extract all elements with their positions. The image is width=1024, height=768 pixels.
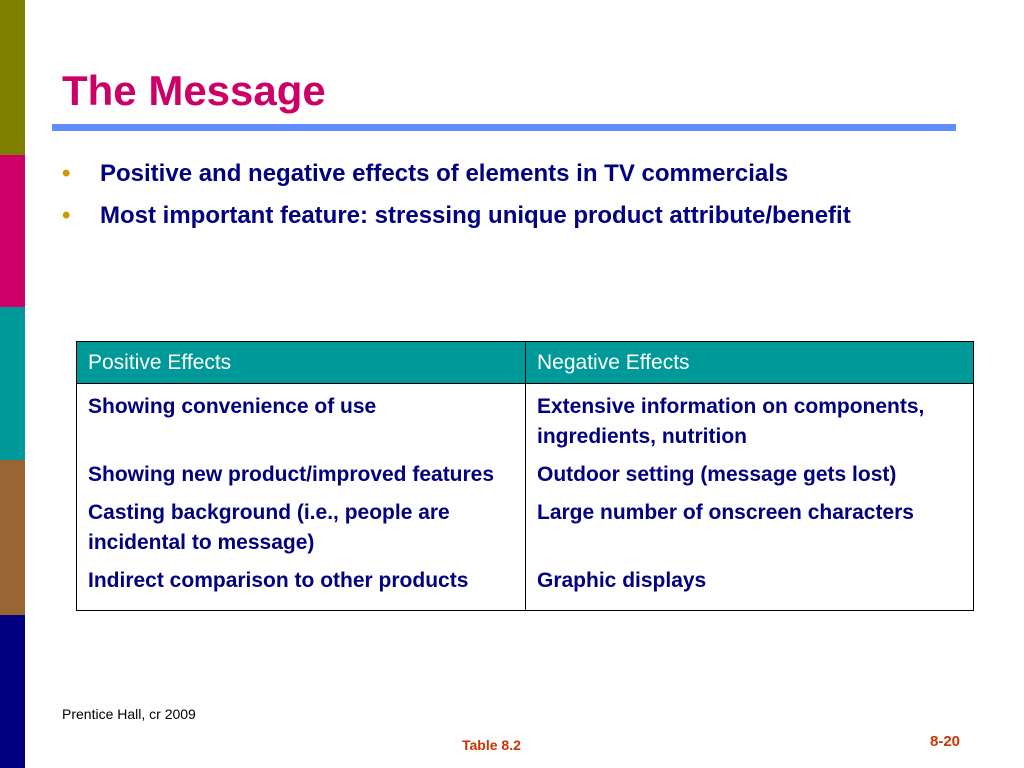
header-positive-effects: Positive Effects bbox=[76, 341, 526, 384]
footer-credit: Prentice Hall, cr 2009 bbox=[62, 706, 196, 722]
stripe-teal bbox=[0, 307, 25, 460]
bullet-icon: • bbox=[62, 202, 71, 229]
bullet-text: Most important feature: stressing unique… bbox=[100, 202, 851, 229]
slide-title: The Message bbox=[62, 67, 326, 114]
page-number: 8-20 bbox=[930, 733, 961, 750]
positive-effect-cell: Showing convenience of use bbox=[76, 383, 526, 452]
positive-effect-cell: Indirect comparison to other products bbox=[76, 558, 526, 611]
table-row: Showing new product/improved features Ou… bbox=[76, 452, 974, 490]
bullet-item: • Most important feature: stressing uniq… bbox=[62, 200, 962, 231]
bullet-list: • Positive and negative effects of eleme… bbox=[62, 158, 962, 242]
negative-effect-cell: Outdoor setting (message gets lost) bbox=[525, 452, 974, 490]
table-row: Showing convenience of use Extensive inf… bbox=[76, 383, 974, 452]
bullet-item: • Positive and negative effects of eleme… bbox=[62, 158, 962, 189]
bullet-icon: • bbox=[62, 160, 71, 187]
negative-effect-cell: Graphic displays bbox=[525, 558, 974, 611]
negative-effect-cell: Large number of onscreen characters bbox=[525, 490, 974, 558]
header-negative-effects: Negative Effects bbox=[525, 341, 974, 384]
negative-effect-cell: Extensive information on components, ing… bbox=[525, 383, 974, 452]
stripe-brown bbox=[0, 460, 25, 615]
footer-table-reference: Table 8.2 bbox=[462, 737, 521, 753]
stripe-magenta bbox=[0, 155, 25, 307]
positive-effect-cell: Casting background (i.e., people are inc… bbox=[76, 490, 526, 558]
table-row: Indirect comparison to other products Gr… bbox=[76, 558, 974, 611]
side-color-stripes bbox=[0, 0, 25, 768]
table-row: Casting background (i.e., people are inc… bbox=[76, 490, 974, 558]
positive-effect-cell: Showing new product/improved features bbox=[76, 452, 526, 490]
effects-table: Positive Effects Negative Effects Showin… bbox=[76, 341, 974, 611]
bullet-text: Positive and negative effects of element… bbox=[100, 160, 789, 187]
title-underline bbox=[52, 124, 956, 131]
stripe-olive bbox=[0, 0, 25, 155]
stripe-navy bbox=[0, 615, 25, 768]
table-header-row: Positive Effects Negative Effects bbox=[76, 341, 974, 384]
